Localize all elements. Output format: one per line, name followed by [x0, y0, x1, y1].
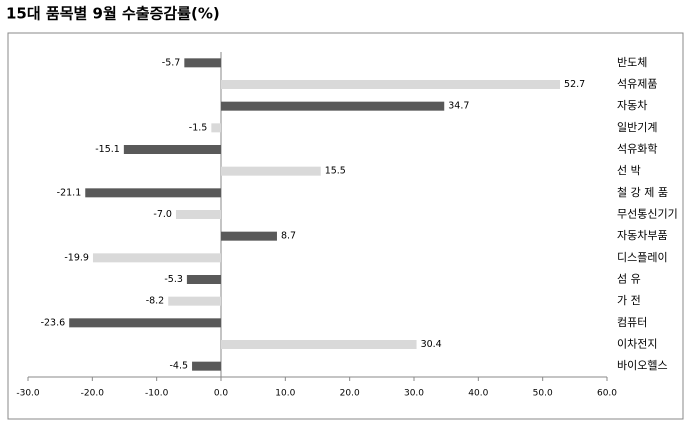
category-label: 디스플레이 — [617, 251, 668, 264]
category-label: 바이오헬스 — [617, 359, 668, 372]
bar — [211, 123, 221, 133]
category-label: 자동차부품 — [617, 229, 668, 242]
value-label: -23.6 — [41, 317, 66, 328]
x-tick-label: 60.0 — [597, 389, 617, 399]
x-tick-label: 40.0 — [468, 389, 488, 399]
category-label: 가 전 — [617, 294, 641, 307]
value-label: 30.4 — [421, 339, 442, 350]
chart-frame — [7, 32, 684, 420]
bar — [192, 361, 221, 371]
value-label: -1.5 — [189, 122, 208, 133]
bar — [221, 101, 445, 111]
bar — [221, 231, 277, 241]
category-label: 자동차 — [617, 99, 647, 112]
x-tick-label: 10.0 — [275, 389, 295, 399]
bar — [69, 318, 221, 328]
value-label: -8.2 — [146, 296, 165, 307]
bar — [92, 253, 221, 263]
category-label: 석유제품 — [617, 78, 657, 91]
value-label: -4.5 — [170, 361, 189, 372]
category-label: 선 박 — [617, 164, 641, 177]
x-tick-label: -20.0 — [81, 389, 105, 399]
category-label: 철 강 제 품 — [617, 186, 668, 199]
category-label: 이차전지 — [617, 338, 657, 351]
value-label: 8.7 — [281, 231, 296, 242]
x-tick-label: 20.0 — [340, 389, 360, 399]
category-label: 석유화학 — [617, 143, 657, 156]
bar — [123, 145, 221, 154]
x-tick-label: 50.0 — [533, 389, 553, 399]
bar — [221, 340, 417, 349]
category-label: 반도체 — [617, 56, 647, 69]
value-label: -7.0 — [153, 209, 172, 220]
value-label: -19.9 — [64, 252, 89, 263]
value-label: -5.3 — [164, 274, 183, 285]
category-label: 무선통신기기 — [617, 208, 678, 221]
chart-title: 15대 품목별 9월 수출증감률(%) — [6, 5, 220, 23]
value-label: -5.7 — [162, 57, 181, 68]
category-label: 일반기계 — [617, 120, 657, 134]
bar — [184, 58, 221, 68]
x-tick-label: -10.0 — [145, 389, 169, 399]
category-label: 섬 유 — [617, 273, 641, 286]
value-label: 34.7 — [448, 101, 469, 112]
value-label: -21.1 — [57, 187, 82, 198]
value-label: -15.1 — [95, 144, 120, 155]
bar — [175, 210, 221, 219]
x-tick-label: 0.0 — [214, 389, 229, 399]
value-label: 15.5 — [325, 166, 346, 177]
bar — [85, 188, 221, 198]
category-label: 컴퓨터 — [617, 316, 647, 329]
bar — [221, 166, 321, 176]
value-label: 52.7 — [564, 79, 585, 90]
x-tick-label: -30.0 — [16, 389, 40, 399]
bar — [221, 80, 561, 89]
bar — [168, 296, 221, 306]
x-tick-label: 30.0 — [404, 389, 424, 399]
bar — [186, 275, 221, 284]
